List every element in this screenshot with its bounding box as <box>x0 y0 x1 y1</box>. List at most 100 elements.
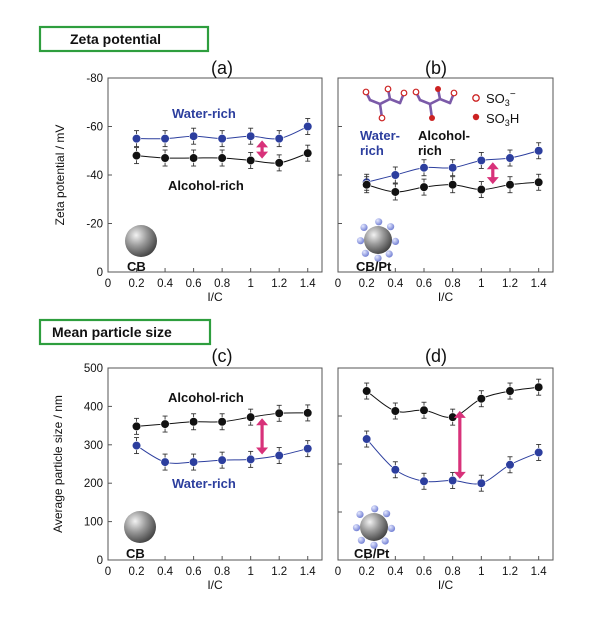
data-point-a-0 <box>274 134 284 144</box>
data-point-a-1 <box>160 153 170 163</box>
data-point-b-1 <box>390 187 400 197</box>
panel-d: (d) 0 0.2 0.4 0.6 0.8 1 1.2 1.4 I/C CB/Pt <box>335 346 554 592</box>
carbon-particle-icon <box>124 511 156 543</box>
x-tick-label-c: 0.6 <box>186 566 202 578</box>
arrow-head-down-b <box>486 177 499 185</box>
series-label-line: rich <box>360 143 384 158</box>
x-tick-label-a: 1 <box>247 278 253 290</box>
x-axis-label-d: I/C <box>438 578 454 592</box>
y-tick-label-a: -80 <box>86 73 103 85</box>
pt-particle-icon <box>370 541 378 549</box>
x-tick-label-c: 0.4 <box>157 566 174 578</box>
x-tick-label-d: 1.4 <box>531 566 548 578</box>
particle-type-label-d: CB/Pt <box>354 546 390 561</box>
x-tick-label-c: 0.8 <box>214 566 230 578</box>
data-point-d-0 <box>362 386 372 396</box>
carbon-particle-icon <box>364 226 392 254</box>
x-tick-label-b: 1.2 <box>502 278 518 290</box>
legend-so3-label: SO3− <box>486 89 516 108</box>
y-axis-label-c: Average particle size / nm <box>51 395 65 533</box>
data-point-c-0 <box>274 408 284 418</box>
pt-particle-icon <box>387 223 395 231</box>
arrow-head-up-c <box>256 418 269 426</box>
particle-type-label-a: CB <box>127 259 146 274</box>
data-point-c-1 <box>217 455 227 465</box>
x-tick-label-b: 0 <box>335 278 341 290</box>
data-point-a-0 <box>217 134 227 144</box>
so3h-filled-marker-icon <box>472 113 480 121</box>
pt-particle-icon <box>385 250 393 258</box>
panel-label-d: (d) <box>425 346 447 366</box>
data-point-d-1 <box>362 434 372 444</box>
data-point-c-0 <box>160 419 170 429</box>
x-tick-label-c: 1.4 <box>300 566 317 578</box>
x-axis-label-b: I/C <box>438 290 454 304</box>
data-point-b-0 <box>534 146 544 156</box>
y-axis-label-a: Zeta potential / mV <box>53 125 67 226</box>
pt-particle-icon <box>352 524 361 532</box>
x-tick-label-b: 0.4 <box>387 278 404 290</box>
pt-particle-icon <box>383 510 391 518</box>
x-tick-label-b: 0.6 <box>416 278 432 290</box>
data-point-c-1 <box>189 457 199 467</box>
so3-open-marker-icon <box>472 94 480 102</box>
pt-particle-icon <box>375 218 383 226</box>
series-label-line: Alcohol- <box>418 128 470 143</box>
series-label-line: Water-rich <box>172 476 236 491</box>
data-point-c-0 <box>246 412 256 422</box>
pt-particle-icon <box>374 254 382 262</box>
arrow-head-up-b <box>486 162 499 170</box>
carbon-particle-icon <box>125 225 157 257</box>
ionomer-alcohol-icon <box>412 86 458 121</box>
y-tick-label-c: 0 <box>97 555 103 567</box>
data-point-b-1 <box>448 180 458 190</box>
arrow-head-down-c <box>256 447 269 455</box>
y-tick-label-c: 300 <box>84 440 103 452</box>
section-zeta-title: Zeta potential <box>70 31 161 47</box>
data-point-d-1 <box>419 476 429 486</box>
legend-so3h-label: SO3H <box>486 111 519 128</box>
y-tick-label-a: -20 <box>86 219 103 231</box>
data-point-a-1 <box>246 155 256 166</box>
data-point-b-1 <box>362 180 372 190</box>
data-point-b-1 <box>476 184 486 195</box>
panel-b: (b)0 0.2 0.4 0.6 0.8 1 1.2 1.4I/CWater-richAlco… <box>335 58 554 304</box>
data-point-b-0 <box>476 155 486 166</box>
data-point-d-1 <box>390 465 400 475</box>
x-tick-label-d: 0.4 <box>387 566 404 578</box>
series-label-line: Alcohol-rich <box>168 390 244 405</box>
x-tick-label-d: 1.2 <box>502 566 518 578</box>
data-point-c-0 <box>189 417 199 427</box>
x-tick-label-d: 1 <box>478 566 484 578</box>
data-point-d-0 <box>534 382 544 392</box>
series-label-line: Water- <box>360 128 400 143</box>
y-tick-label-c: 500 <box>84 363 103 375</box>
x-tick-label-b: 1.4 <box>531 278 548 290</box>
data-point-c-1 <box>131 440 142 451</box>
data-point-d-0 <box>505 386 515 396</box>
data-point-a-1 <box>189 153 199 163</box>
series-label-c-1: Water-rich <box>172 476 236 491</box>
data-point-c-1 <box>303 444 313 454</box>
section-size: Mean particle size <box>38 318 212 346</box>
x-tick-label-d: 0.8 <box>445 566 461 578</box>
y-tick-label-c: 400 <box>84 401 103 413</box>
data-point-a-1 <box>131 151 142 161</box>
data-point-d-0 <box>390 406 400 416</box>
x-tick-label-d: 0.2 <box>359 566 375 578</box>
data-point-b-0 <box>505 153 515 163</box>
plot-frame-c <box>107 367 323 561</box>
panel-a: (a) 0 0.2 0.4 0.6 0.8 1 1.2 1.4 I/C 0 -20 -40 -60 -80 Z… <box>53 58 323 304</box>
data-point-d-1 <box>534 447 544 458</box>
pt-particle-icon <box>391 237 400 245</box>
y-tick-label-a: -60 <box>86 122 103 134</box>
x-tick-label-b: 1 <box>478 278 484 290</box>
panel-label-c: (c) <box>212 346 233 366</box>
particle-type-label-b: CB/Pt <box>356 259 392 274</box>
data-point-a-0 <box>303 121 313 132</box>
particle-type-label-c: CB <box>126 546 145 561</box>
x-tick-label-a: 0 <box>105 278 111 290</box>
x-tick-label-c: 0.2 <box>129 566 145 578</box>
data-point-a-1 <box>217 153 227 163</box>
